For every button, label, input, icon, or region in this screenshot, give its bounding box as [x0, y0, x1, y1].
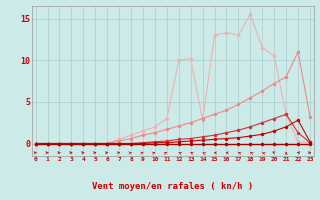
- X-axis label: Vent moyen/en rafales ( kn/h ): Vent moyen/en rafales ( kn/h ): [92, 182, 253, 191]
